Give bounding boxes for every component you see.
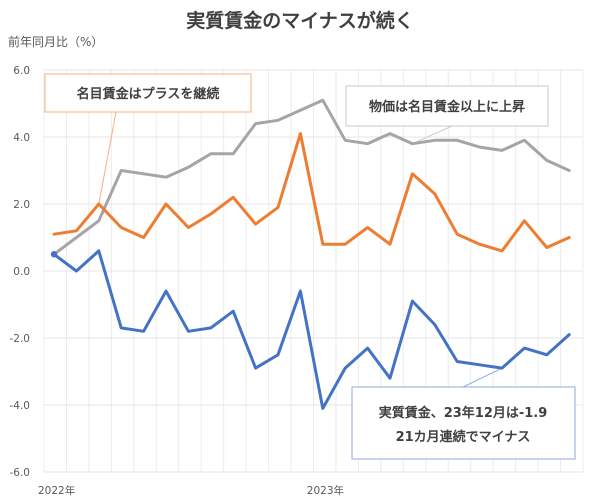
y-tick-label: -6.0 — [10, 467, 31, 479]
annotation-nominal-wage: 名目賃金はプラスを継続 — [44, 73, 252, 113]
y-axis-ticks: 6.0 4.0 2.0 0.0 -2.0 -4.0 -6.0 — [10, 65, 31, 479]
annotation-text: 物価は名目賃金以上に上昇 — [369, 99, 525, 115]
annotation-box — [44, 73, 252, 113]
series-line-実質賃金 — [52, 249, 571, 410]
annotation-text-line-1: 実質賃金、23年12月は-1.9 — [379, 405, 548, 421]
y-tick-label: -4.0 — [10, 400, 31, 412]
annotation-prices: 物価は名目賃金以上に上昇 — [345, 85, 549, 127]
leader-line-real — [462, 367, 503, 388]
series-line-物価 — [52, 98, 571, 256]
chart-title: 実質賃金のマイナスが続く — [186, 9, 414, 32]
y-tick-label: 4.0 — [13, 132, 30, 144]
leader-line-nominal — [98, 111, 117, 205]
annotation-real-wage: 実質賃金、23年12月は-1.9 21カ月連続でマイナス — [351, 386, 576, 460]
x-axis-ticks: 2022年 2023年 — [38, 484, 344, 497]
series-lines — [50, 98, 571, 410]
y-tick-label: -2.0 — [10, 333, 31, 345]
y-tick-label: 2.0 — [13, 199, 30, 211]
y-tick-label: 0.0 — [13, 266, 30, 278]
annotation-leader-lines — [98, 111, 503, 388]
annotation-text: 名目賃金はプラスを継続 — [77, 86, 220, 102]
x-tick-label: 2023年 — [307, 484, 344, 497]
annotation-text-line-2: 21カ月連続でマイナス — [396, 429, 531, 445]
leader-line-prices — [412, 125, 453, 145]
y-tick-label: 6.0 — [13, 65, 30, 77]
real-wage-start-marker — [50, 251, 58, 258]
y-axis-unit-label: 前年同月比（%） — [8, 34, 103, 49]
annotation-box — [351, 386, 576, 460]
x-tick-label: 2022年 — [38, 484, 75, 497]
series-line-名目賃金 — [52, 132, 571, 253]
annotation-box — [345, 85, 549, 127]
